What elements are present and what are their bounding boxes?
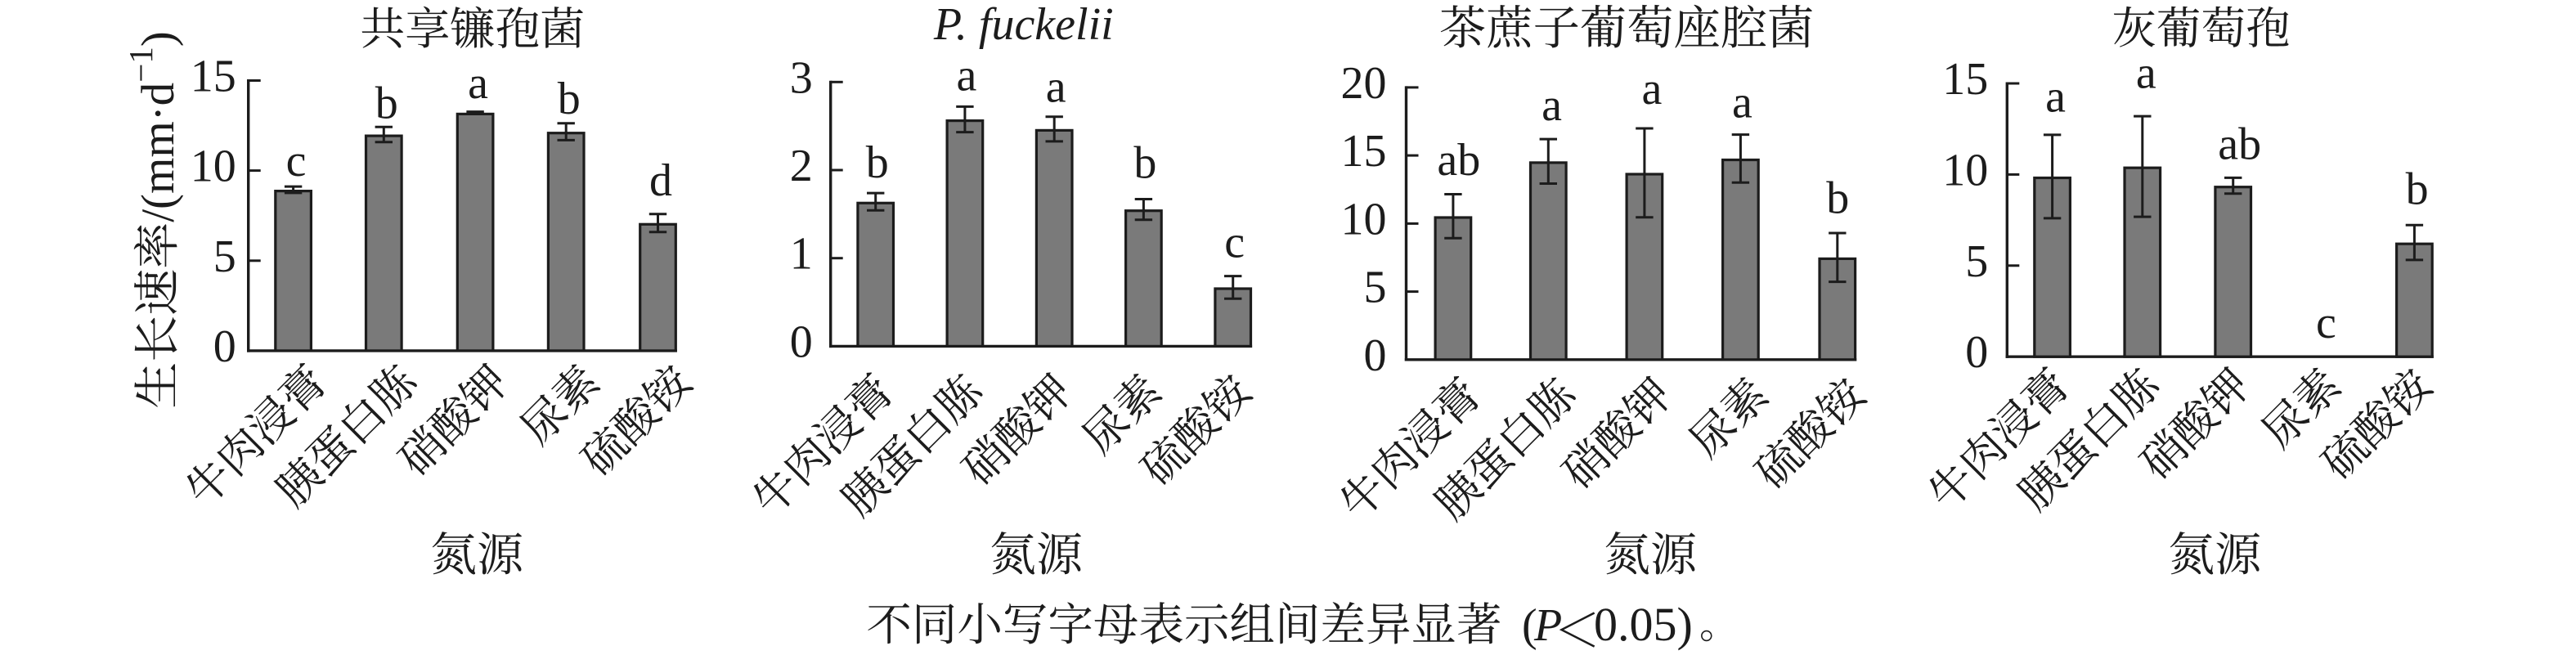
svg-text:): ) bbox=[132, 31, 184, 47]
svg-text:20: 20 bbox=[1341, 58, 1387, 109]
svg-text:0: 0 bbox=[790, 316, 813, 367]
svg-text:b: b bbox=[866, 137, 889, 188]
svg-text:a: a bbox=[468, 58, 488, 109]
svg-text:c: c bbox=[286, 136, 307, 186]
svg-text:ab: ab bbox=[1437, 135, 1480, 186]
svg-text:1: 1 bbox=[790, 229, 813, 280]
svg-text:0: 0 bbox=[1965, 327, 1988, 378]
svg-text:15: 15 bbox=[1341, 126, 1387, 177]
svg-text:b: b bbox=[375, 79, 398, 129]
svg-text:b: b bbox=[558, 74, 581, 124]
svg-text:0: 0 bbox=[213, 321, 236, 372]
svg-text:3: 3 bbox=[790, 52, 813, 103]
svg-text:/(mm·d: /(mm·d bbox=[132, 83, 184, 222]
svg-text:0.05): 0.05) bbox=[1594, 598, 1693, 651]
svg-text:P: P bbox=[1533, 600, 1562, 651]
svg-text:5: 5 bbox=[213, 231, 236, 282]
svg-text:ab: ab bbox=[2218, 119, 2261, 169]
svg-text:10: 10 bbox=[1341, 194, 1387, 245]
svg-text:a: a bbox=[956, 50, 976, 101]
svg-text:(: ( bbox=[1522, 600, 1537, 651]
svg-text:a: a bbox=[2136, 48, 2156, 99]
svg-text:a: a bbox=[1732, 78, 1752, 128]
svg-text:c: c bbox=[1224, 218, 1245, 268]
svg-text:10: 10 bbox=[191, 141, 236, 192]
svg-text:d: d bbox=[649, 155, 672, 206]
svg-text:b: b bbox=[1826, 173, 1849, 224]
svg-text:15: 15 bbox=[1942, 54, 1988, 105]
svg-text:5: 5 bbox=[1364, 262, 1387, 313]
svg-text:2: 2 bbox=[790, 141, 813, 191]
svg-text:a: a bbox=[1542, 80, 1562, 131]
svg-text:a: a bbox=[1046, 62, 1066, 113]
svg-text:a: a bbox=[1641, 64, 1662, 114]
svg-text:10: 10 bbox=[1942, 145, 1988, 195]
svg-text:15: 15 bbox=[191, 52, 236, 102]
svg-text:−1: −1 bbox=[122, 47, 159, 83]
svg-text:c: c bbox=[2316, 298, 2336, 348]
svg-text:5: 5 bbox=[1965, 236, 1988, 287]
svg-text:b: b bbox=[1133, 138, 1156, 189]
svg-text:P. fuckelii: P. fuckelii bbox=[933, 0, 1114, 50]
svg-text:0: 0 bbox=[1364, 330, 1387, 381]
svg-text:a: a bbox=[2045, 72, 2066, 123]
svg-text:b: b bbox=[2406, 164, 2429, 215]
